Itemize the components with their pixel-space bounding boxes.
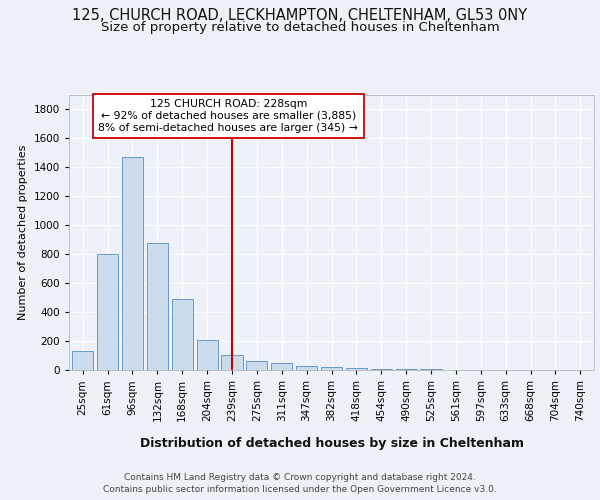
Bar xyxy=(346,368,367,370)
Y-axis label: Number of detached properties: Number of detached properties xyxy=(18,145,28,320)
Bar xyxy=(371,369,392,370)
Bar xyxy=(395,369,417,370)
Text: Contains HM Land Registry data © Crown copyright and database right 2024.
Contai: Contains HM Land Registry data © Crown c… xyxy=(103,472,497,494)
Bar xyxy=(221,355,242,370)
Text: Distribution of detached houses by size in Cheltenham: Distribution of detached houses by size … xyxy=(140,438,524,450)
Bar xyxy=(197,340,218,370)
Text: Size of property relative to detached houses in Cheltenham: Size of property relative to detached ho… xyxy=(101,21,499,34)
Bar xyxy=(296,366,317,370)
Text: 125 CHURCH ROAD: 228sqm
← 92% of detached houses are smaller (3,885)
8% of semi-: 125 CHURCH ROAD: 228sqm ← 92% of detache… xyxy=(98,100,358,132)
Text: 125, CHURCH ROAD, LECKHAMPTON, CHELTENHAM, GL53 0NY: 125, CHURCH ROAD, LECKHAMPTON, CHELTENHA… xyxy=(73,8,527,22)
Bar xyxy=(72,351,93,370)
Bar xyxy=(97,254,118,370)
Bar xyxy=(147,242,168,370)
Bar xyxy=(172,299,193,370)
Bar xyxy=(321,367,342,370)
Bar xyxy=(246,360,268,370)
Bar xyxy=(271,364,292,370)
Bar xyxy=(122,157,143,370)
